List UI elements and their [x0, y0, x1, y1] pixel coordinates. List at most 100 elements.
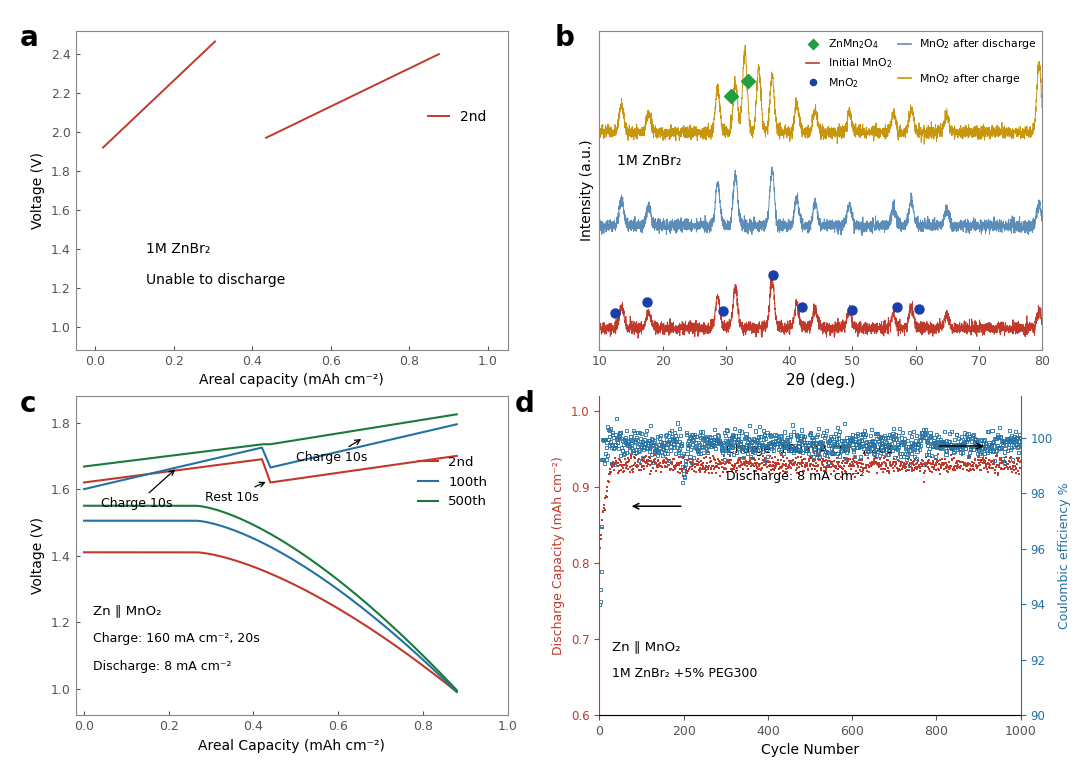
Point: [778, 463, 795, 475]
Point: [596, 504, 613, 517]
Point: [769, 434, 786, 447]
Point: [761, 430, 779, 442]
Point: [608, 433, 625, 445]
Point: [896, 460, 914, 472]
Point: [975, 433, 993, 445]
Point: [786, 443, 804, 455]
Point: [690, 456, 707, 468]
Point: [787, 443, 805, 455]
Point: [697, 462, 714, 474]
Point: [953, 441, 970, 453]
Point: [903, 436, 920, 448]
Point: [849, 441, 866, 454]
Point: [942, 439, 959, 451]
Point: [769, 458, 786, 470]
Point: [842, 458, 860, 471]
Point: [866, 440, 883, 452]
Y-axis label: Voltage (V): Voltage (V): [31, 517, 45, 594]
Point: [625, 446, 643, 458]
Point: [735, 452, 753, 464]
Point: [996, 458, 1013, 470]
Point: [937, 434, 955, 447]
Point: [611, 427, 629, 439]
Point: [700, 459, 717, 471]
Point: [913, 426, 930, 438]
Point: [605, 442, 622, 454]
Point: [629, 455, 646, 468]
Point: [854, 461, 872, 474]
Point: [645, 456, 662, 468]
Point: [913, 458, 930, 470]
Point: [692, 431, 710, 444]
Point: [986, 454, 1003, 467]
Point: [719, 454, 737, 466]
Point: [620, 451, 637, 464]
Point: [806, 434, 823, 446]
Point: [752, 421, 769, 433]
Point: [610, 452, 627, 464]
Point: [835, 460, 852, 472]
Point: [702, 438, 719, 451]
Point: [930, 463, 947, 475]
Point: [944, 442, 961, 454]
Point: [896, 433, 914, 445]
Point: [855, 462, 873, 474]
Point: [855, 442, 873, 454]
Point: [636, 438, 653, 450]
Point: [746, 433, 764, 445]
Point: [922, 430, 940, 442]
Point: [835, 434, 852, 447]
Point: [1012, 431, 1029, 444]
Point: [813, 458, 831, 470]
Point: [887, 455, 904, 468]
Point: [717, 458, 734, 470]
Point: [612, 456, 630, 468]
Point: [913, 457, 930, 469]
Point: [731, 424, 748, 436]
Point: [685, 459, 702, 471]
Point: [704, 434, 721, 446]
Point: [872, 431, 889, 444]
Point: [865, 453, 882, 465]
Point: [757, 455, 774, 468]
Point: [701, 431, 718, 443]
Point: [758, 441, 775, 453]
X-axis label: Areal Capacity (mAh cm⁻²): Areal Capacity (mAh cm⁻²): [198, 738, 386, 753]
Point: [598, 485, 616, 498]
Point: [698, 437, 715, 449]
Point: [829, 463, 847, 475]
Point: [941, 427, 958, 439]
Point: [840, 440, 858, 452]
Point: [711, 455, 728, 468]
Point: [781, 455, 798, 468]
Point: [847, 434, 864, 446]
Point: [897, 458, 915, 471]
Point: [815, 431, 833, 444]
Point: [980, 466, 997, 478]
Point: [955, 456, 972, 468]
Point: [805, 459, 822, 471]
Point: [740, 443, 757, 455]
Point: [654, 455, 672, 468]
Point: [690, 436, 707, 448]
Point: [622, 434, 639, 446]
Point: [919, 454, 936, 467]
Point: [622, 451, 639, 464]
Point: [809, 459, 826, 471]
Point: [893, 437, 910, 449]
Point: [936, 457, 954, 469]
Point: [793, 454, 810, 466]
Point: [953, 449, 970, 461]
Point: [968, 462, 985, 474]
Point: [991, 458, 1009, 470]
Point: [751, 438, 768, 451]
Point: [666, 427, 684, 439]
Point: [885, 422, 902, 434]
Point: [671, 443, 688, 455]
Point: [913, 439, 930, 451]
Point: [629, 427, 646, 439]
Point: [799, 464, 816, 476]
Point: [632, 464, 649, 476]
Point: [662, 441, 679, 453]
Point: [660, 438, 677, 450]
